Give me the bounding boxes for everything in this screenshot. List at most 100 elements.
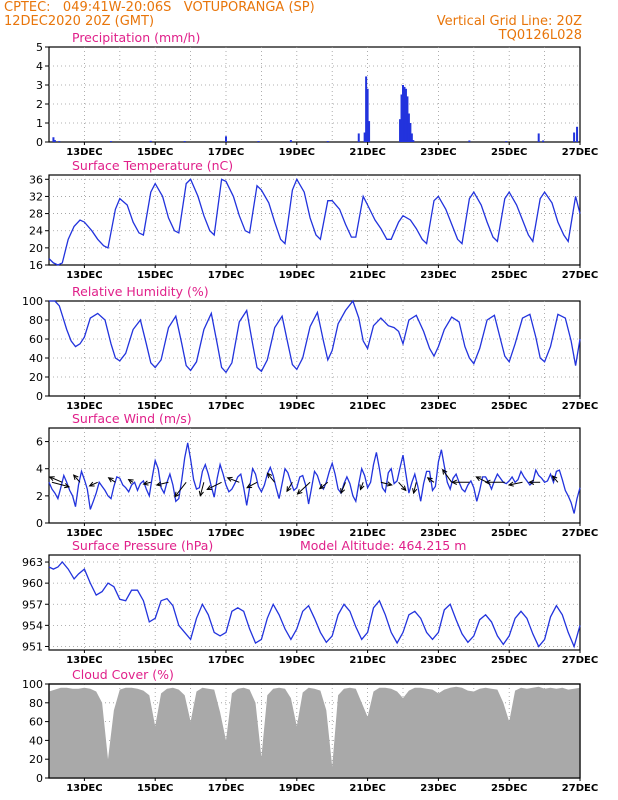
wind-vector-shaft (143, 481, 151, 485)
press-title: Surface Pressure (hPa) (72, 538, 213, 553)
precip-bar (326, 141, 329, 142)
temp-xtick-label: 25DEC (491, 270, 527, 281)
cloud-xtick-label: 17DEC (208, 783, 244, 794)
temp-frame (48, 174, 581, 266)
wind-vector-shaft (552, 475, 559, 483)
rh-xtick-label: 19DEC (279, 401, 315, 412)
rh-ytick-label: 80 (29, 314, 43, 327)
temp-xtick-label: 13DEC (66, 270, 102, 281)
wind-vector-head (155, 481, 162, 487)
precip-ytick-label: 3 (36, 79, 43, 92)
cloud-xtick-label: 19DEC (279, 783, 315, 794)
wind-vector (107, 477, 116, 483)
wind-xtick-label: 17DEC (208, 528, 244, 539)
wind-vector-shaft (51, 481, 70, 488)
wind-vector-shaft (442, 469, 453, 483)
rh-xtick-label: 23DEC (420, 401, 456, 412)
temp-xtick-label: 15DEC (137, 270, 173, 281)
cloud-ytick-label: 20 (29, 753, 43, 766)
temp-xtick-label: 17DEC (208, 270, 244, 281)
wind-ytick-label: 0 (36, 517, 43, 530)
precip-xtick-label: 21DEC (349, 147, 385, 158)
precip-xtick-label: 19DEC (279, 147, 315, 158)
precip-bar (109, 141, 112, 142)
wind-vector (551, 475, 559, 483)
precip-xtick-label: 17DEC (208, 147, 244, 158)
precip-bar (407, 113, 410, 142)
wind-vector (246, 481, 258, 489)
cloud-xtick-label: 25DEC (491, 783, 527, 794)
press-xtick-label: 27DEC (562, 655, 598, 666)
cloud-ytick-label: 60 (29, 716, 43, 729)
wind-vector (174, 481, 187, 498)
wind-vector (127, 479, 134, 485)
cloud-xtick-label: 21DEC (349, 783, 385, 794)
wind-vector-shaft (319, 481, 329, 489)
temp-title: Surface Temperature (nC) (72, 158, 233, 173)
wind-vector-shaft (89, 481, 98, 487)
temp-xtick-label: 19DEC (279, 270, 315, 281)
press-xtick-label: 17DEC (208, 655, 244, 666)
model-code: TQ0126L028 (498, 28, 582, 43)
rh-title: Relative Humidity (%) (72, 284, 209, 299)
precip-ytick-label: 4 (36, 60, 43, 73)
temp-ytick-label: 32 (29, 190, 43, 203)
press-xtick-label: 13DEC (66, 655, 102, 666)
cloud-xtick-label: 23DEC (420, 783, 456, 794)
wind-vector-shaft (360, 482, 364, 490)
press-ytick-label: 954 (22, 619, 43, 632)
precip-bar (409, 123, 412, 142)
precip-bar (366, 88, 369, 142)
precip-bar (365, 76, 368, 142)
wind-vector (451, 479, 470, 485)
press-xtick-label: 19DEC (279, 655, 315, 666)
press-subtitle: Model Altitude: 464.215 m (300, 538, 466, 553)
temp-xtick-label: 21DEC (349, 270, 385, 281)
wind-ytick-label: 4 (36, 463, 43, 476)
wind-xtick-label: 15DEC (137, 528, 173, 539)
wind-vector (507, 481, 523, 487)
wind-vector-shaft (156, 481, 169, 486)
station-info: CPTEC: 049:41W-20:06S VOTUPORANGA (SP) (4, 0, 315, 15)
precip-xtick-label: 27DEC (562, 147, 598, 158)
wind-vector (442, 468, 453, 483)
wind-xtick-label: 27DEC (562, 528, 598, 539)
wind-vector (380, 481, 393, 487)
press-xtick-label: 25DEC (491, 655, 527, 666)
rh-xtick-label: 17DEC (208, 401, 244, 412)
rh-ytick-label: 40 (29, 352, 43, 365)
wind-vector-shaft (398, 481, 407, 491)
panel-cloud: 0 20 40 60 80 100 13DEC 15DEC 17DEC 19DEC 21DEC 23D… (22, 667, 598, 794)
vertical-grid-info: Vertical Grid Line: 20Z (436, 14, 582, 29)
rh-ytick-label: 0 (36, 390, 43, 403)
wind-vector-shaft (413, 482, 417, 494)
wind-vector-head (246, 483, 253, 489)
wind-vector (528, 479, 541, 485)
press-xtick-label: 15DEC (137, 655, 173, 666)
wind-vector-head (206, 485, 213, 491)
precip-xtick-label: 13DEC (66, 147, 102, 158)
wind-vector-shaft (108, 477, 116, 483)
cloud-xtick-label: 13DEC (66, 783, 102, 794)
precip-bar (406, 96, 409, 142)
wind-vector-head (340, 488, 346, 495)
press-ytick-label: 957 (22, 598, 43, 611)
precip-bar (363, 132, 366, 142)
panel-precip: 0 1 2 3 4 5 13DEC 15DEC 17DEC 19DEC 21DEC 23DEC 25DE… (36, 30, 598, 158)
wind-vector-head (386, 481, 393, 487)
wind-vector-head (72, 474, 79, 481)
wind-vector-head (426, 477, 433, 483)
press-ytick-label: 951 (22, 640, 43, 653)
rh-ytick-label: 20 (29, 371, 43, 384)
cloud-title: Cloud Cover (%) (72, 667, 174, 682)
wind-vector-shaft (380, 481, 392, 486)
wind-vector-head (48, 476, 55, 482)
wind-vector (198, 482, 205, 497)
press-frame (48, 554, 581, 651)
wind-xtick-label: 21DEC (349, 528, 385, 539)
precip-ytick-label: 0 (36, 136, 43, 149)
temp-ytick-label: 24 (29, 225, 43, 238)
wind-vector (266, 472, 276, 483)
precip-bar (149, 140, 152, 142)
wind-vector-head (107, 477, 114, 483)
